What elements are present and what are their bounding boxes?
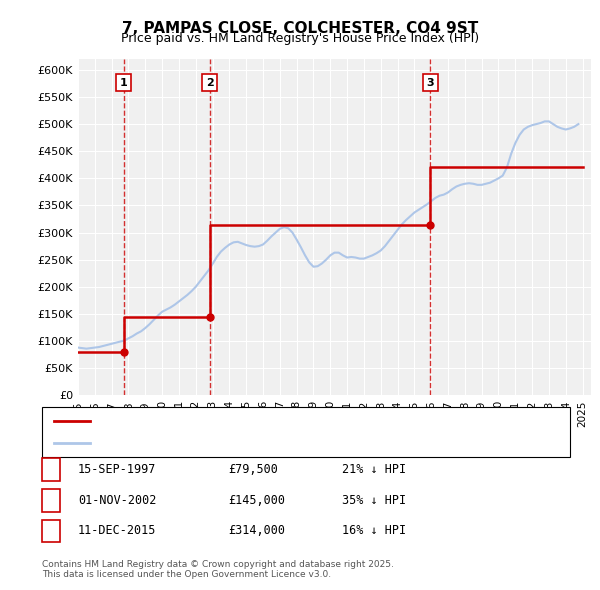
Text: 1: 1 — [120, 77, 127, 87]
Text: 35% ↓ HPI: 35% ↓ HPI — [342, 494, 406, 507]
Text: £79,500: £79,500 — [228, 463, 278, 476]
Text: 01-NOV-2002: 01-NOV-2002 — [78, 494, 157, 507]
Text: 2: 2 — [47, 494, 55, 507]
Text: 2: 2 — [206, 77, 214, 87]
Text: 7, PAMPAS CLOSE, COLCHESTER, CO4 9ST (detached house): 7, PAMPAS CLOSE, COLCHESTER, CO4 9ST (de… — [96, 416, 410, 426]
Text: 15-SEP-1997: 15-SEP-1997 — [78, 463, 157, 476]
Text: 3: 3 — [47, 525, 55, 537]
Text: Price paid vs. HM Land Registry's House Price Index (HPI): Price paid vs. HM Land Registry's House … — [121, 32, 479, 45]
Text: 21% ↓ HPI: 21% ↓ HPI — [342, 463, 406, 476]
Text: 16% ↓ HPI: 16% ↓ HPI — [342, 525, 406, 537]
Text: 3: 3 — [427, 77, 434, 87]
Text: 1: 1 — [47, 463, 55, 476]
Text: 7, PAMPAS CLOSE, COLCHESTER, CO4 9ST: 7, PAMPAS CLOSE, COLCHESTER, CO4 9ST — [122, 21, 478, 35]
Text: Contains HM Land Registry data © Crown copyright and database right 2025.
This d: Contains HM Land Registry data © Crown c… — [42, 560, 394, 579]
Text: HPI: Average price, detached house, Colchester: HPI: Average price, detached house, Colc… — [96, 438, 345, 448]
Text: 11-DEC-2015: 11-DEC-2015 — [78, 525, 157, 537]
Text: £145,000: £145,000 — [228, 494, 285, 507]
Text: £314,000: £314,000 — [228, 525, 285, 537]
